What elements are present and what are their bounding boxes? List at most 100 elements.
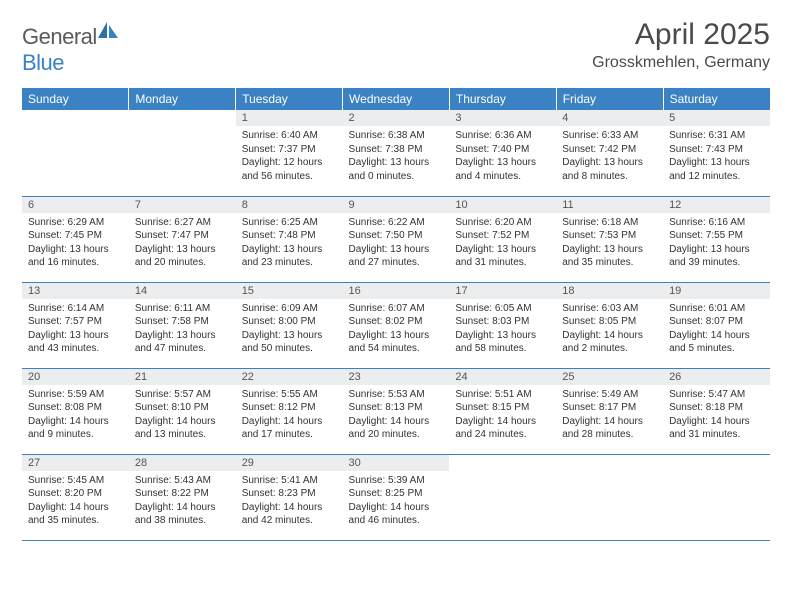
day-number: 28: [129, 455, 236, 471]
day-details: Sunrise: 6:03 AMSunset: 8:05 PMDaylight:…: [556, 299, 663, 360]
day-details: Sunrise: 6:16 AMSunset: 7:55 PMDaylight:…: [663, 213, 770, 274]
day-details: Sunrise: 6:01 AMSunset: 8:07 PMDaylight:…: [663, 299, 770, 360]
brand-name-2: Blue: [22, 50, 64, 75]
calendar-day-cell: 12Sunrise: 6:16 AMSunset: 7:55 PMDayligh…: [663, 196, 770, 282]
day-details: Sunrise: 6:07 AMSunset: 8:02 PMDaylight:…: [343, 299, 450, 360]
day-details: Sunrise: 5:51 AMSunset: 8:15 PMDaylight:…: [449, 385, 556, 446]
calendar-page: GeneralBlue April 2025 Grosskmehlen, Ger…: [0, 0, 792, 559]
day-details: Sunrise: 6:27 AMSunset: 7:47 PMDaylight:…: [129, 213, 236, 274]
day-details: Sunrise: 5:45 AMSunset: 8:20 PMDaylight:…: [22, 471, 129, 532]
calendar-table: Sunday Monday Tuesday Wednesday Thursday…: [22, 88, 770, 541]
calendar-day-cell: ..: [22, 110, 129, 196]
weekday-header: Sunday: [22, 88, 129, 110]
weekday-header: Thursday: [449, 88, 556, 110]
weekday-header-row: Sunday Monday Tuesday Wednesday Thursday…: [22, 88, 770, 110]
brand-name: GeneralBlue: [22, 22, 118, 76]
day-number: 19: [663, 283, 770, 299]
calendar-day-cell: 6Sunrise: 6:29 AMSunset: 7:45 PMDaylight…: [22, 196, 129, 282]
day-details: Sunrise: 6:25 AMSunset: 7:48 PMDaylight:…: [236, 213, 343, 274]
calendar-day-cell: 2Sunrise: 6:38 AMSunset: 7:38 PMDaylight…: [343, 110, 450, 196]
day-number: 9: [343, 197, 450, 213]
day-number: 3: [449, 110, 556, 126]
calendar-day-cell: ..: [449, 454, 556, 540]
weekday-header: Tuesday: [236, 88, 343, 110]
title-block: April 2025 Grosskmehlen, Germany: [592, 18, 770, 72]
day-number: 21: [129, 369, 236, 385]
day-number: 6: [22, 197, 129, 213]
calendar-week-row: 13Sunrise: 6:14 AMSunset: 7:57 PMDayligh…: [22, 282, 770, 368]
calendar-day-cell: 20Sunrise: 5:59 AMSunset: 8:08 PMDayligh…: [22, 368, 129, 454]
weekday-header: Monday: [129, 88, 236, 110]
day-number: 4: [556, 110, 663, 126]
day-details: Sunrise: 6:29 AMSunset: 7:45 PMDaylight:…: [22, 213, 129, 274]
day-details: Sunrise: 6:05 AMSunset: 8:03 PMDaylight:…: [449, 299, 556, 360]
day-number: 7: [129, 197, 236, 213]
calendar-day-cell: 14Sunrise: 6:11 AMSunset: 7:58 PMDayligh…: [129, 282, 236, 368]
brand-name-1: General: [22, 24, 97, 49]
sail-icon: [98, 22, 118, 38]
day-number: 1: [236, 110, 343, 126]
day-number: 18: [556, 283, 663, 299]
day-number: 25: [556, 369, 663, 385]
weekday-header: Wednesday: [343, 88, 450, 110]
calendar-day-cell: 13Sunrise: 6:14 AMSunset: 7:57 PMDayligh…: [22, 282, 129, 368]
day-details: Sunrise: 5:59 AMSunset: 8:08 PMDaylight:…: [22, 385, 129, 446]
day-details: Sunrise: 6:40 AMSunset: 7:37 PMDaylight:…: [236, 126, 343, 187]
calendar-day-cell: 16Sunrise: 6:07 AMSunset: 8:02 PMDayligh…: [343, 282, 450, 368]
calendar-day-cell: 11Sunrise: 6:18 AMSunset: 7:53 PMDayligh…: [556, 196, 663, 282]
calendar-week-row: 6Sunrise: 6:29 AMSunset: 7:45 PMDaylight…: [22, 196, 770, 282]
day-details: Sunrise: 5:57 AMSunset: 8:10 PMDaylight:…: [129, 385, 236, 446]
page-title: April 2025: [592, 18, 770, 52]
day-number: 12: [663, 197, 770, 213]
calendar-day-cell: 3Sunrise: 6:36 AMSunset: 7:40 PMDaylight…: [449, 110, 556, 196]
day-number: 13: [22, 283, 129, 299]
calendar-day-cell: ..: [129, 110, 236, 196]
location-label: Grosskmehlen, Germany: [592, 54, 770, 72]
calendar-day-cell: 17Sunrise: 6:05 AMSunset: 8:03 PMDayligh…: [449, 282, 556, 368]
day-number: 26: [663, 369, 770, 385]
day-details: Sunrise: 5:53 AMSunset: 8:13 PMDaylight:…: [343, 385, 450, 446]
calendar-day-cell: 21Sunrise: 5:57 AMSunset: 8:10 PMDayligh…: [129, 368, 236, 454]
day-number: 29: [236, 455, 343, 471]
day-number: 17: [449, 283, 556, 299]
calendar-day-cell: ..: [663, 454, 770, 540]
day-details: Sunrise: 5:43 AMSunset: 8:22 PMDaylight:…: [129, 471, 236, 532]
day-details: Sunrise: 6:38 AMSunset: 7:38 PMDaylight:…: [343, 126, 450, 187]
calendar-day-cell: 29Sunrise: 5:41 AMSunset: 8:23 PMDayligh…: [236, 454, 343, 540]
calendar-day-cell: 4Sunrise: 6:33 AMSunset: 7:42 PMDaylight…: [556, 110, 663, 196]
calendar-week-row: ....1Sunrise: 6:40 AMSunset: 7:37 PMDayl…: [22, 110, 770, 196]
weekday-header: Saturday: [663, 88, 770, 110]
day-details: Sunrise: 6:31 AMSunset: 7:43 PMDaylight:…: [663, 126, 770, 187]
day-details: Sunrise: 5:39 AMSunset: 8:25 PMDaylight:…: [343, 471, 450, 532]
day-details: Sunrise: 5:41 AMSunset: 8:23 PMDaylight:…: [236, 471, 343, 532]
day-details: Sunrise: 6:11 AMSunset: 7:58 PMDaylight:…: [129, 299, 236, 360]
day-number: 5: [663, 110, 770, 126]
day-number: 30: [343, 455, 450, 471]
day-number: 8: [236, 197, 343, 213]
day-details: Sunrise: 5:49 AMSunset: 8:17 PMDaylight:…: [556, 385, 663, 446]
calendar-day-cell: 27Sunrise: 5:45 AMSunset: 8:20 PMDayligh…: [22, 454, 129, 540]
day-details: Sunrise: 5:55 AMSunset: 8:12 PMDaylight:…: [236, 385, 343, 446]
day-details: Sunrise: 6:18 AMSunset: 7:53 PMDaylight:…: [556, 213, 663, 274]
calendar-day-cell: 24Sunrise: 5:51 AMSunset: 8:15 PMDayligh…: [449, 368, 556, 454]
calendar-day-cell: 5Sunrise: 6:31 AMSunset: 7:43 PMDaylight…: [663, 110, 770, 196]
calendar-day-cell: ..: [556, 454, 663, 540]
brand-logo: GeneralBlue: [22, 18, 118, 76]
calendar-day-cell: 30Sunrise: 5:39 AMSunset: 8:25 PMDayligh…: [343, 454, 450, 540]
day-details: Sunrise: 6:09 AMSunset: 8:00 PMDaylight:…: [236, 299, 343, 360]
day-details: Sunrise: 5:47 AMSunset: 8:18 PMDaylight:…: [663, 385, 770, 446]
calendar-day-cell: 18Sunrise: 6:03 AMSunset: 8:05 PMDayligh…: [556, 282, 663, 368]
calendar-day-cell: 8Sunrise: 6:25 AMSunset: 7:48 PMDaylight…: [236, 196, 343, 282]
day-number: 23: [343, 369, 450, 385]
calendar-day-cell: 28Sunrise: 5:43 AMSunset: 8:22 PMDayligh…: [129, 454, 236, 540]
day-details: Sunrise: 6:20 AMSunset: 7:52 PMDaylight:…: [449, 213, 556, 274]
calendar-body: ....1Sunrise: 6:40 AMSunset: 7:37 PMDayl…: [22, 110, 770, 540]
day-number: 22: [236, 369, 343, 385]
calendar-day-cell: 26Sunrise: 5:47 AMSunset: 8:18 PMDayligh…: [663, 368, 770, 454]
calendar-day-cell: 23Sunrise: 5:53 AMSunset: 8:13 PMDayligh…: [343, 368, 450, 454]
day-number: 16: [343, 283, 450, 299]
calendar-day-cell: 15Sunrise: 6:09 AMSunset: 8:00 PMDayligh…: [236, 282, 343, 368]
day-number: 24: [449, 369, 556, 385]
calendar-day-cell: 1Sunrise: 6:40 AMSunset: 7:37 PMDaylight…: [236, 110, 343, 196]
weekday-header: Friday: [556, 88, 663, 110]
